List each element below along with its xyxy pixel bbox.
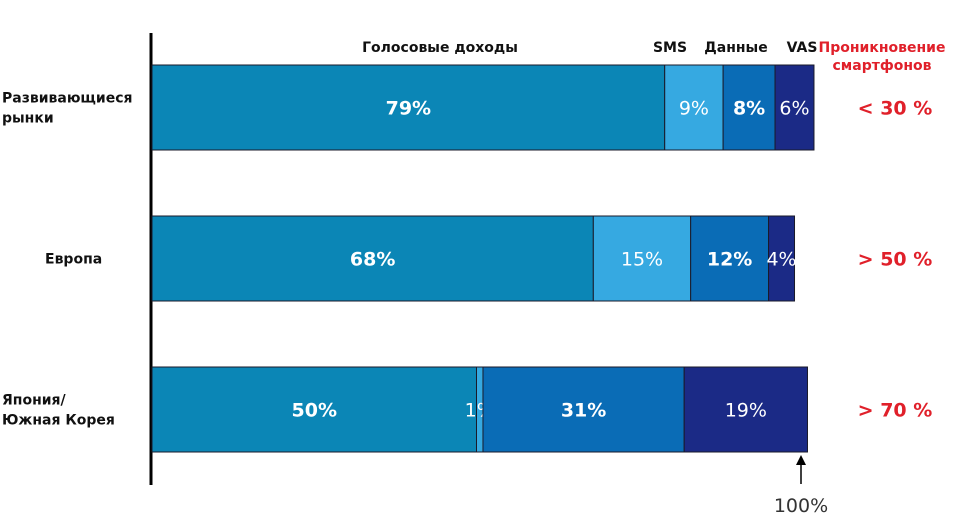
- bar-segment-VAS: [768, 215, 796, 302]
- smartphone-penetration-value: > 70 %: [858, 400, 933, 422]
- legend-label: SMS: [653, 40, 687, 56]
- data-label: 4%: [766, 249, 796, 271]
- category-label: рынки: [2, 111, 54, 127]
- bar-segment-SMS: [664, 64, 724, 151]
- bar-segment-Голосовые доходы: [151, 366, 477, 453]
- data-label: 31%: [561, 400, 606, 422]
- category-label: Япония/: [2, 393, 67, 409]
- data-label: 9%: [679, 98, 709, 120]
- data-label: 50%: [292, 400, 337, 422]
- data-label: 15%: [621, 249, 663, 271]
- arrow-up-icon: [796, 455, 806, 465]
- data-label: 12%: [707, 249, 752, 271]
- bar-segment-Голосовые доходы: [151, 64, 666, 151]
- category-label: Южная Корея: [2, 413, 115, 429]
- bar-segment-VAS: [774, 64, 815, 151]
- legend-label: Данные: [704, 40, 767, 56]
- reference-label: 100%: [774, 495, 828, 516]
- smartphone-header: смартфонов: [833, 58, 932, 74]
- smartphone-penetration-value: > 50 %: [858, 249, 933, 271]
- bar-segment-Данные: [722, 64, 776, 151]
- data-label: 79%: [386, 98, 431, 120]
- smartphone-penetration-value: < 30 %: [858, 98, 933, 120]
- data-label: 19%: [725, 400, 767, 422]
- data-label: 6%: [779, 98, 809, 120]
- legend-label: Голосовые доходы: [362, 40, 518, 56]
- data-label: 8%: [733, 98, 765, 120]
- category-label: Развивающиеся: [2, 91, 133, 107]
- data-label: 68%: [350, 249, 395, 271]
- legend-label: VAS: [787, 40, 818, 56]
- bar-segment-VAS: [683, 366, 808, 453]
- category-label: Европа: [45, 252, 102, 268]
- smartphone-header: Проникновение: [819, 40, 946, 56]
- bar-segment-SMS: [592, 215, 692, 302]
